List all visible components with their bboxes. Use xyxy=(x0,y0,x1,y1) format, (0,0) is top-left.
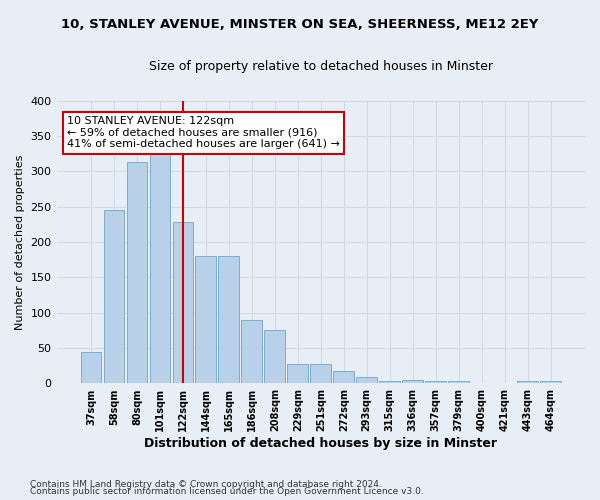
Bar xyxy=(287,364,308,384)
Bar xyxy=(334,372,354,384)
Bar xyxy=(310,364,331,384)
Y-axis label: Number of detached properties: Number of detached properties xyxy=(15,154,25,330)
Bar xyxy=(265,330,285,384)
Bar xyxy=(425,380,446,384)
Bar xyxy=(104,210,124,384)
Bar xyxy=(218,256,239,384)
Bar xyxy=(149,146,170,384)
Bar xyxy=(448,382,469,384)
Bar xyxy=(517,382,538,384)
Bar xyxy=(403,380,423,384)
Bar xyxy=(356,377,377,384)
Text: Contains HM Land Registry data © Crown copyright and database right 2024.: Contains HM Land Registry data © Crown c… xyxy=(30,480,382,489)
Title: Size of property relative to detached houses in Minster: Size of property relative to detached ho… xyxy=(149,60,493,73)
Bar xyxy=(241,320,262,384)
Bar xyxy=(540,382,561,384)
Bar xyxy=(173,222,193,384)
Bar xyxy=(80,352,101,384)
X-axis label: Distribution of detached houses by size in Minster: Distribution of detached houses by size … xyxy=(144,437,497,450)
Text: 10, STANLEY AVENUE, MINSTER ON SEA, SHEERNESS, ME12 2EY: 10, STANLEY AVENUE, MINSTER ON SEA, SHEE… xyxy=(61,18,539,30)
Text: Contains public sector information licensed under the Open Government Licence v3: Contains public sector information licen… xyxy=(30,487,424,496)
Bar xyxy=(127,162,147,384)
Bar xyxy=(196,256,216,384)
Bar xyxy=(379,380,400,384)
Text: 10 STANLEY AVENUE: 122sqm
← 59% of detached houses are smaller (916)
41% of semi: 10 STANLEY AVENUE: 122sqm ← 59% of detac… xyxy=(67,116,340,150)
